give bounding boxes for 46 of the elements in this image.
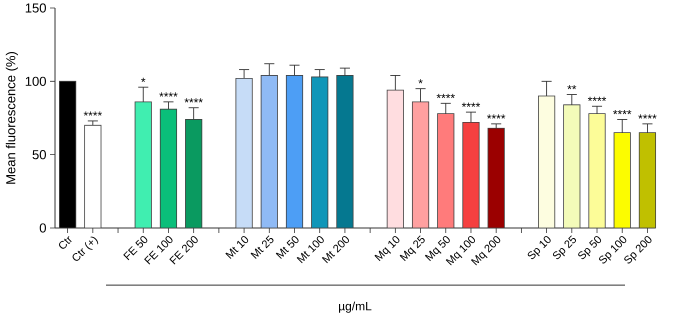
x-tick-label: Mq 10 (374, 236, 400, 262)
annotation: **** (436, 94, 455, 98)
x-tick-label: Mq 25 (400, 235, 425, 262)
bar (563, 104, 580, 228)
bar (588, 113, 606, 228)
x-tick-label: Sp 10 (528, 236, 551, 260)
bar (412, 101, 430, 228)
annotation: **** (462, 102, 480, 107)
x-axis-title: µg/mL (339, 302, 372, 313)
annotation: **** (159, 92, 178, 97)
y-axis-title: Mean fluorescence (%) (6, 52, 18, 184)
annotation: * (418, 79, 423, 84)
bar (638, 132, 656, 228)
annotation: **** (638, 114, 657, 119)
x-tick-label: Mt 25 (250, 235, 274, 259)
bar (614, 132, 631, 228)
bar (134, 101, 152, 228)
bar (488, 128, 505, 228)
annotation: **** (588, 96, 606, 102)
bar (311, 76, 328, 228)
bar (84, 124, 102, 228)
bar (286, 75, 304, 228)
annotation: **** (613, 110, 632, 114)
annotation: * (141, 78, 146, 82)
x-tick-label: Sp 25 (552, 235, 576, 260)
bar (185, 119, 202, 228)
bar (260, 75, 278, 228)
annotation: **** (487, 114, 506, 119)
y-tick-label: 150 (26, 3, 46, 13)
annotation: **** (184, 98, 203, 102)
y-tick-label: 0 (40, 223, 46, 233)
bar (437, 113, 454, 228)
bar (386, 90, 404, 228)
x-tick-label: Ctr (+) (72, 236, 98, 261)
x-tick-label: Ctr (59, 236, 72, 249)
bar (235, 78, 253, 228)
x-tick-label: Mt 10 (225, 236, 248, 259)
bar (59, 80, 76, 228)
y-tick-label: 100 (26, 76, 46, 86)
annotation: ** (567, 85, 576, 90)
bar (462, 122, 480, 228)
bar (538, 96, 556, 228)
bar (160, 108, 178, 228)
y-tick-label: 50 (32, 150, 46, 160)
bar (336, 75, 354, 228)
annotation: **** (84, 111, 102, 116)
